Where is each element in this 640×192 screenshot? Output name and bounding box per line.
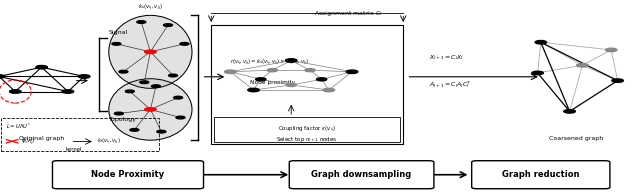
Circle shape — [164, 24, 173, 26]
Circle shape — [535, 41, 547, 44]
Text: Coupling factor $\epsilon(v_{i_t})$: Coupling factor $\epsilon(v_{i_t})$ — [278, 125, 336, 134]
Circle shape — [532, 71, 543, 75]
Text: Coarsened graph: Coarsened graph — [549, 136, 603, 141]
FancyBboxPatch shape — [52, 161, 204, 189]
Text: $X_{l+1}=C_l X_l$: $X_{l+1}=C_l X_l$ — [429, 53, 464, 62]
FancyBboxPatch shape — [472, 161, 610, 189]
Circle shape — [79, 75, 90, 78]
Circle shape — [176, 116, 185, 119]
Circle shape — [346, 70, 358, 74]
Text: Assignment matrix $C_l$: Assignment matrix $C_l$ — [314, 9, 383, 18]
Circle shape — [157, 130, 166, 133]
Text: $\hat{\phi}(v_{i_t})$: $\hat{\phi}(v_{i_t})$ — [21, 136, 36, 147]
Text: $A_{l+1}=C_l A_l C_l^T$: $A_{l+1}=C_l A_l C_l^T$ — [429, 79, 472, 90]
Circle shape — [145, 50, 156, 54]
Circle shape — [564, 110, 575, 113]
Circle shape — [180, 42, 189, 45]
Text: kernel: kernel — [65, 147, 82, 152]
Circle shape — [36, 65, 47, 69]
Circle shape — [130, 129, 139, 131]
Circle shape — [317, 78, 327, 81]
Circle shape — [152, 85, 161, 88]
Text: $\tilde{L}=U\Lambda U^*$: $\tilde{L}=U\Lambda U^*$ — [6, 122, 32, 131]
Text: Signal: Signal — [109, 30, 128, 35]
Text: $k_s(v_{i_t},v_{j_t})$: $k_s(v_{i_t},v_{j_t})$ — [138, 2, 163, 13]
Circle shape — [168, 74, 177, 77]
Text: Select top $n_{l+1}$ nodes: Select top $n_{l+1}$ nodes — [276, 135, 338, 144]
Circle shape — [119, 70, 128, 73]
Circle shape — [286, 84, 296, 87]
Circle shape — [173, 96, 182, 99]
Circle shape — [145, 108, 156, 111]
Circle shape — [115, 112, 124, 115]
Circle shape — [137, 21, 146, 23]
Circle shape — [268, 69, 278, 72]
Circle shape — [577, 64, 588, 67]
Text: Graph reduction: Graph reduction — [502, 170, 580, 179]
Circle shape — [605, 48, 617, 52]
Ellipse shape — [109, 79, 192, 140]
Circle shape — [62, 90, 74, 93]
Text: $k_t(v_{i_t},v_{j_t})$: $k_t(v_{i_t},v_{j_t})$ — [97, 136, 121, 147]
Bar — [211, 25, 403, 144]
Circle shape — [112, 42, 121, 45]
Text: Node Proximity: Node Proximity — [92, 170, 164, 179]
Circle shape — [125, 90, 134, 93]
Text: Graph downsampling: Graph downsampling — [312, 170, 412, 179]
Text: Node proximity: Node proximity — [250, 80, 295, 85]
Circle shape — [140, 81, 148, 84]
Circle shape — [225, 70, 236, 74]
Text: Original graph: Original graph — [19, 136, 64, 141]
Text: Topology: Topology — [109, 117, 137, 122]
FancyBboxPatch shape — [289, 161, 434, 189]
Bar — [214, 117, 400, 142]
Circle shape — [10, 90, 21, 93]
Circle shape — [305, 69, 315, 72]
Circle shape — [612, 79, 623, 82]
Text: $r(v_{i_t},v_{j_t})=k_s(v_{i_t},v_{j_t})\times k_t(v_{i_t},v_{j_t})$: $r(v_{i_t},v_{j_t})=k_s(v_{i_t},v_{j_t})… — [230, 58, 310, 69]
Circle shape — [285, 59, 297, 62]
Circle shape — [255, 78, 266, 81]
Circle shape — [248, 88, 259, 92]
Circle shape — [323, 88, 335, 92]
Ellipse shape — [109, 15, 192, 88]
Circle shape — [0, 75, 4, 78]
